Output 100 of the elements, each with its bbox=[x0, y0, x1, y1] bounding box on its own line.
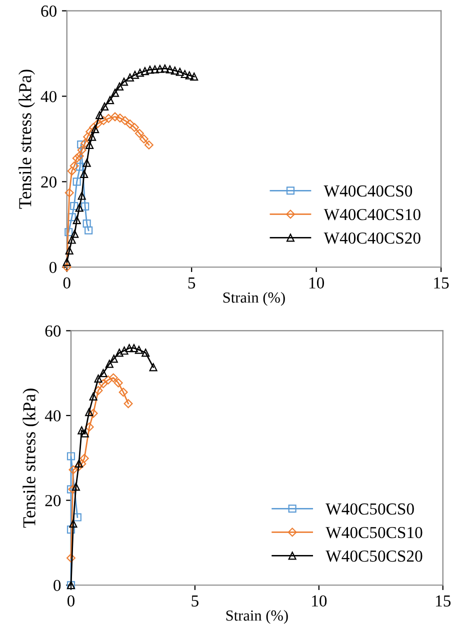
point bbox=[74, 152, 84, 161]
point bbox=[84, 422, 94, 432]
y-tick-label: 40 bbox=[40, 90, 57, 102]
y-axis-title: Tensile stress (kPa) bbox=[22, 388, 40, 528]
point bbox=[62, 262, 72, 272]
point bbox=[77, 146, 86, 155]
point bbox=[104, 375, 113, 384]
point bbox=[91, 125, 100, 134]
point bbox=[142, 348, 150, 357]
x-tick-label: 0 bbox=[67, 595, 75, 607]
point bbox=[106, 96, 114, 104]
point bbox=[116, 114, 124, 123]
y-tick-label: 0 bbox=[54, 580, 61, 592]
point bbox=[96, 111, 104, 120]
point bbox=[115, 82, 124, 90]
x-tick-label: 5 bbox=[188, 277, 196, 289]
point bbox=[74, 459, 83, 468]
y-tick-label: 20 bbox=[45, 495, 61, 506]
point bbox=[88, 408, 98, 418]
point bbox=[66, 452, 76, 460]
x-axis-title: Strain (%) bbox=[223, 292, 285, 306]
point bbox=[73, 513, 82, 522]
point bbox=[81, 202, 90, 210]
point bbox=[126, 73, 134, 82]
point bbox=[69, 520, 78, 528]
point bbox=[67, 166, 76, 176]
point bbox=[72, 178, 81, 186]
point bbox=[190, 72, 198, 81]
point bbox=[134, 346, 143, 354]
point bbox=[65, 246, 74, 254]
point bbox=[70, 161, 79, 170]
point bbox=[114, 378, 123, 388]
point bbox=[120, 116, 130, 126]
point bbox=[125, 120, 134, 128]
point bbox=[176, 68, 184, 76]
legend-label: W40C50CS20 bbox=[326, 550, 422, 562]
point bbox=[115, 348, 124, 357]
point bbox=[120, 346, 128, 355]
x-tick-label: 15 bbox=[434, 277, 449, 289]
point bbox=[180, 70, 189, 78]
x-tick-label: 10 bbox=[309, 277, 324, 289]
point bbox=[98, 379, 108, 388]
legend-label: W40C40CS20 bbox=[324, 232, 420, 244]
point bbox=[134, 128, 144, 138]
point bbox=[80, 429, 89, 438]
point bbox=[120, 78, 128, 86]
point bbox=[139, 134, 148, 144]
point bbox=[140, 67, 149, 76]
point bbox=[100, 102, 109, 111]
point bbox=[66, 526, 76, 534]
point bbox=[170, 66, 179, 75]
point bbox=[86, 140, 94, 149]
point bbox=[130, 122, 139, 132]
y-tick-label: 40 bbox=[44, 410, 61, 422]
point bbox=[75, 204, 84, 212]
point bbox=[72, 154, 82, 163]
legend-label: W40C50CS0 bbox=[326, 503, 414, 515]
point bbox=[108, 373, 118, 382]
point bbox=[118, 388, 128, 397]
point bbox=[68, 236, 76, 244]
point bbox=[64, 188, 74, 198]
x-tick-label: 15 bbox=[436, 595, 451, 607]
point bbox=[144, 140, 154, 150]
x-tick-label: 5 bbox=[192, 595, 198, 607]
x-tick-label: 10 bbox=[312, 595, 327, 607]
legend-label: W40C40CS10 bbox=[324, 208, 420, 220]
x-axis-title: Strain (%) bbox=[226, 610, 288, 624]
point bbox=[84, 226, 93, 234]
point bbox=[94, 374, 102, 383]
point bbox=[110, 354, 118, 363]
point bbox=[66, 554, 76, 562]
point bbox=[150, 65, 159, 74]
point bbox=[77, 140, 86, 149]
point bbox=[76, 162, 84, 171]
point bbox=[110, 88, 120, 97]
point bbox=[70, 230, 79, 238]
y-tick-label: 60 bbox=[45, 325, 61, 337]
y-tick-label: 0 bbox=[49, 262, 57, 274]
point bbox=[124, 399, 133, 408]
point bbox=[160, 64, 169, 73]
point bbox=[146, 66, 154, 74]
y-tick-label: 60 bbox=[41, 6, 57, 17]
point bbox=[72, 216, 81, 224]
point bbox=[82, 220, 91, 228]
point bbox=[93, 119, 102, 128]
point bbox=[110, 112, 120, 122]
y-tick-label: 20 bbox=[41, 176, 57, 188]
point bbox=[78, 192, 86, 200]
point bbox=[185, 71, 194, 80]
point bbox=[80, 170, 88, 178]
point bbox=[130, 344, 138, 352]
point bbox=[166, 65, 174, 74]
legend-label: W40C40CS0 bbox=[324, 185, 412, 197]
point bbox=[70, 202, 78, 210]
point bbox=[82, 158, 91, 167]
legend-label: W40C50CS10 bbox=[326, 526, 422, 538]
point bbox=[83, 132, 92, 142]
point bbox=[80, 138, 90, 148]
point bbox=[104, 114, 114, 123]
point bbox=[149, 363, 158, 372]
